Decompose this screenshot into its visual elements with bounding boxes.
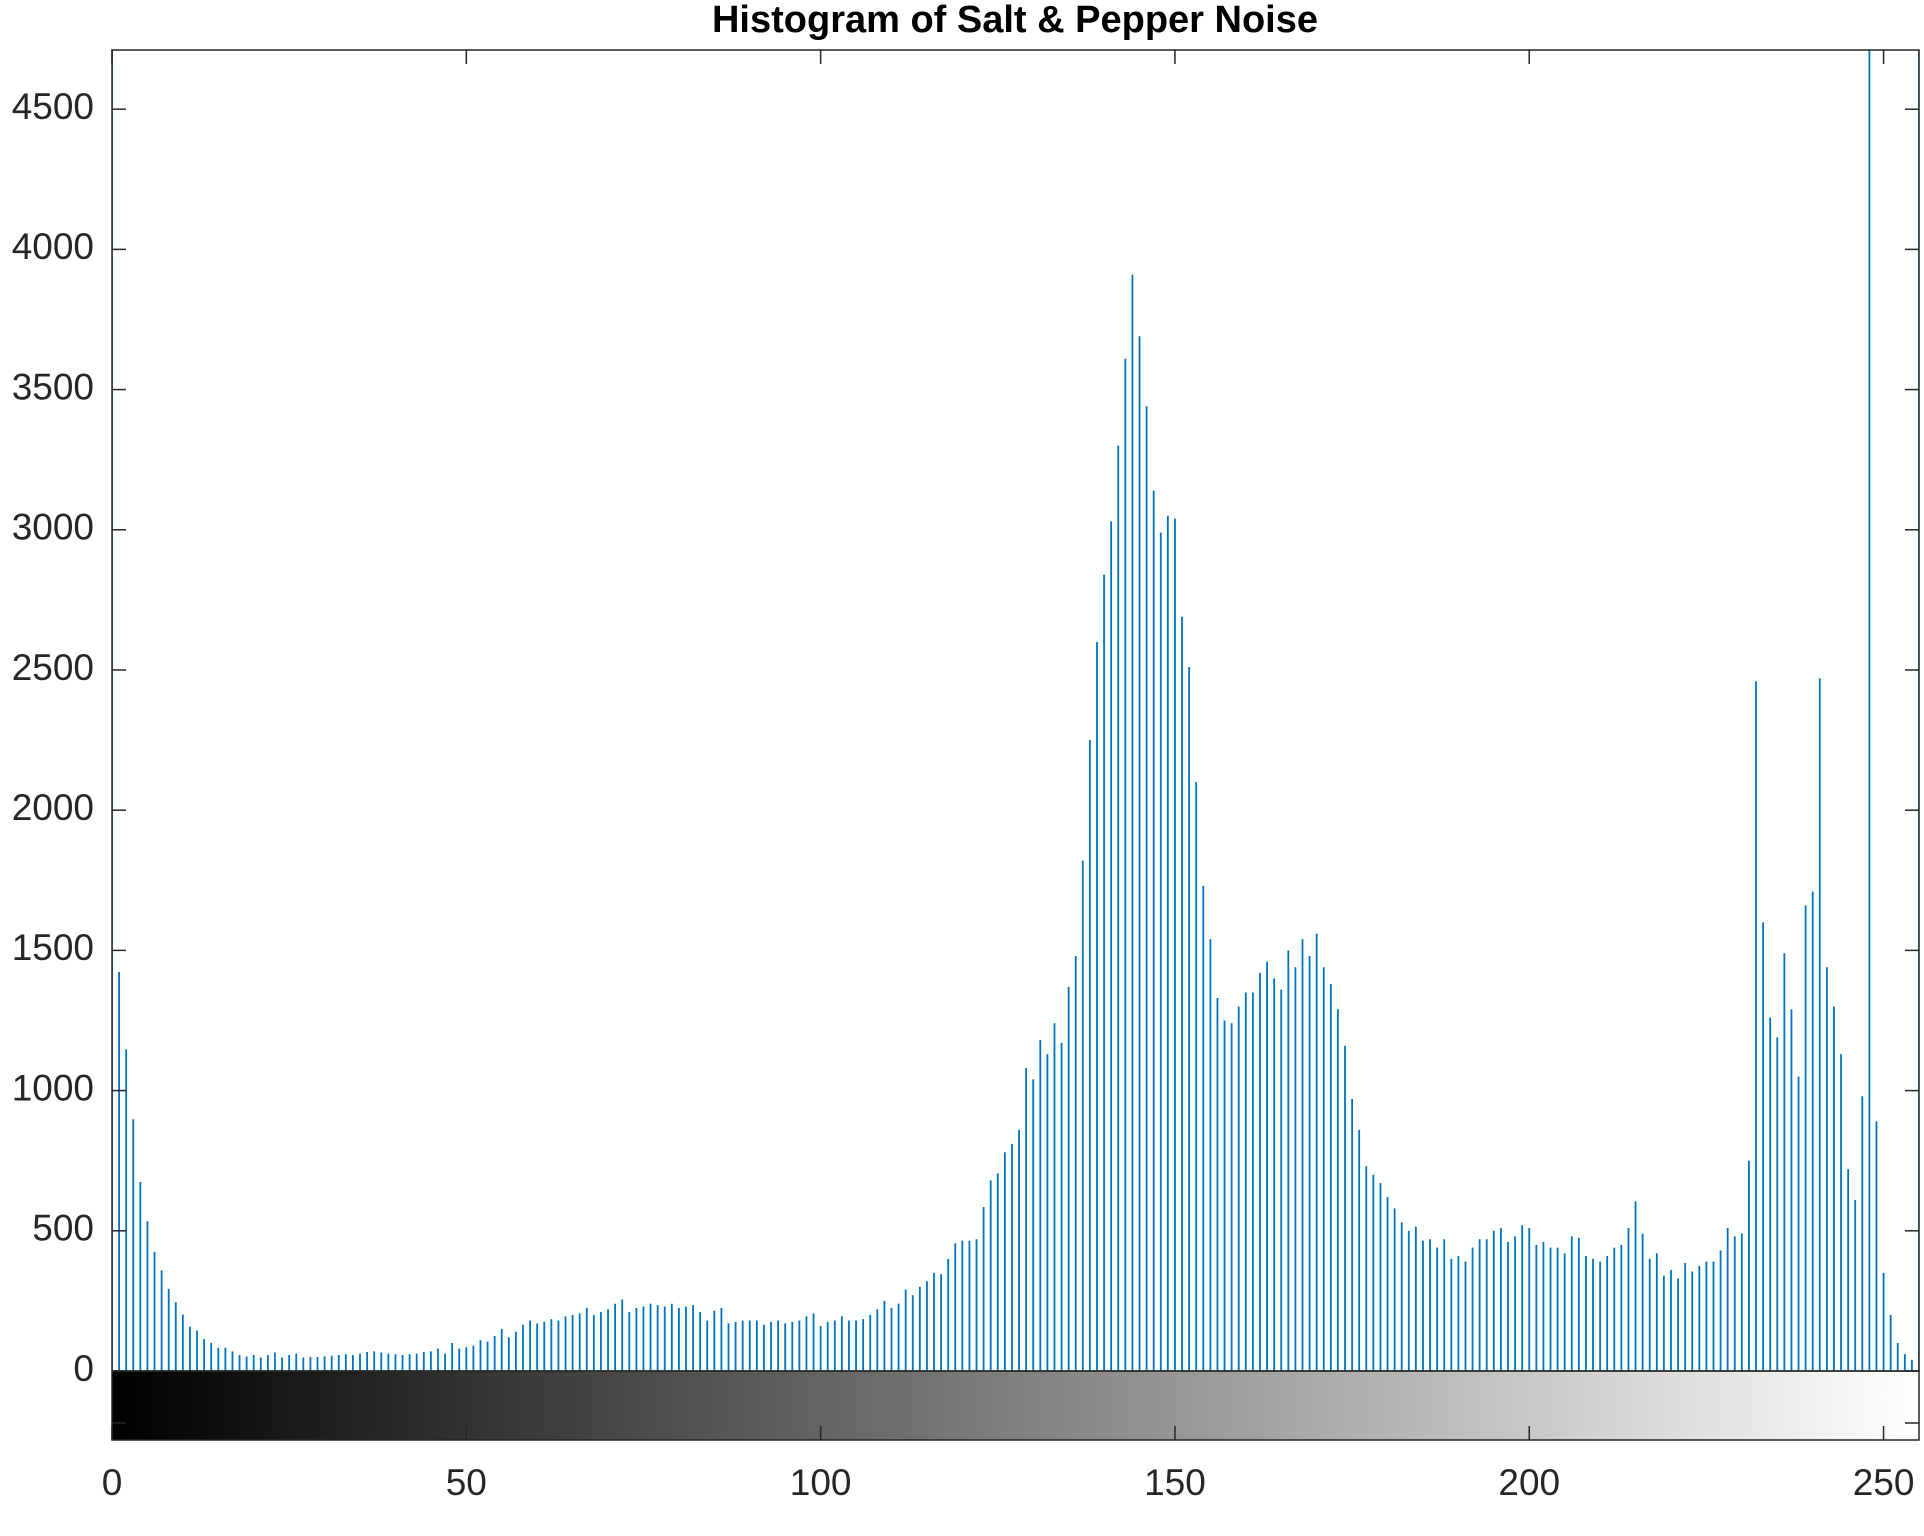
y-tick-label: 2000	[12, 787, 94, 828]
y-tick-label: 3500	[12, 366, 94, 407]
chart-title: Histogram of Salt & Pepper Noise	[712, 0, 1318, 41]
x-tick-label: 50	[446, 1462, 487, 1503]
x-tick-label: 250	[1853, 1462, 1915, 1503]
x-tick-label: 200	[1498, 1462, 1560, 1503]
x-tick-label: 100	[790, 1462, 852, 1503]
y-tick-label: 2500	[12, 647, 94, 688]
stems	[112, 50, 1919, 1371]
colorbar	[112, 1371, 1919, 1440]
x-tick-label: 150	[1144, 1462, 1206, 1503]
y-tick-label: 4500	[12, 86, 94, 127]
plot-frame	[111, 49, 1920, 1372]
y-tick-label: 0	[73, 1348, 94, 1389]
y-tick-label: 4000	[12, 226, 94, 267]
y-tick-label: 1500	[12, 927, 94, 968]
y-tick-label: 500	[32, 1208, 94, 1249]
y-tick-label: 1000	[12, 1067, 94, 1108]
x-tick-label: 0	[102, 1462, 123, 1503]
y-tick-label: 3000	[12, 507, 94, 548]
